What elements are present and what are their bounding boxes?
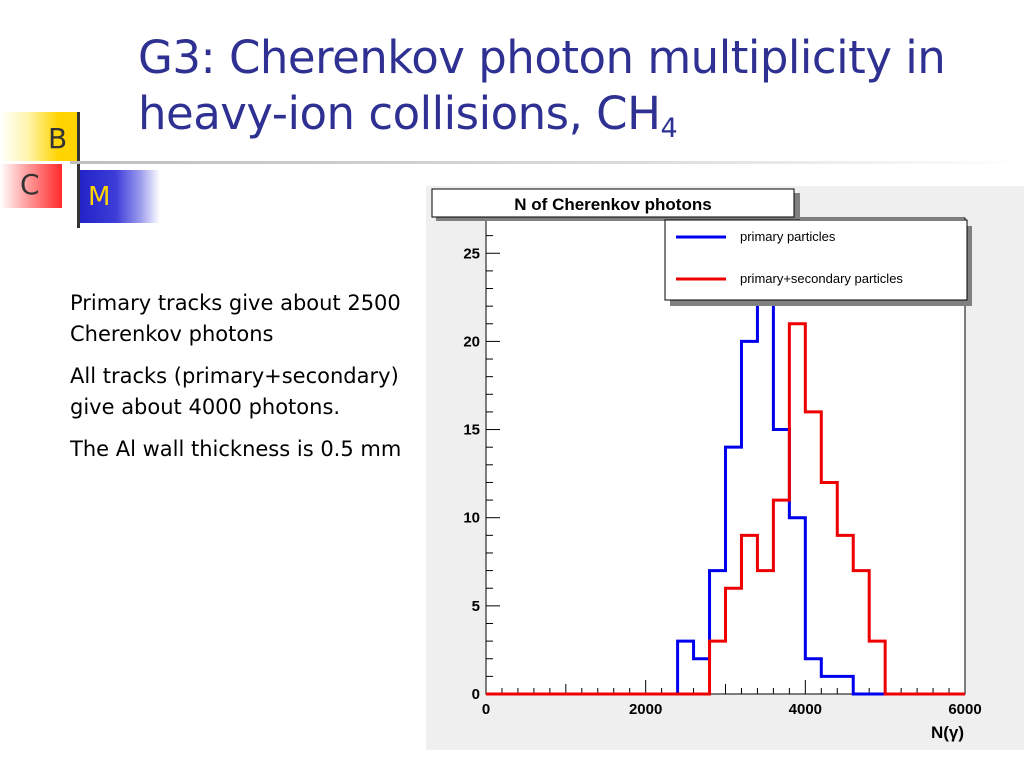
histogram-bin [694, 659, 710, 694]
axis-ticks: 0 2000 4000 6000 0 5 10 15 20 25 [463, 217, 982, 718]
histogram-chart: 0 2000 4000 6000 0 5 10 15 20 25 N of Cherenkov p… [426, 186, 1024, 750]
histogram-bin [741, 535, 757, 694]
histogram-bin [869, 641, 885, 694]
legend-label-primary: primary particles [740, 229, 836, 244]
x-tick-label: 0 [482, 701, 490, 718]
title-rule [70, 161, 1024, 164]
histogram-bin [837, 535, 853, 694]
histogram-bin [805, 412, 821, 694]
histogram-bin [773, 500, 789, 694]
series-line-secondary [486, 322, 965, 696]
x-tick-label: 4000 [789, 701, 822, 718]
logo-b-letter: B [48, 122, 68, 155]
logo-b-block: B [0, 112, 78, 161]
chart-title-box: N of Cherenkov photons [431, 188, 800, 221]
y-tick-label: 25 [463, 245, 480, 262]
histogram-bin [678, 641, 694, 694]
y-tick-label: 0 [472, 686, 480, 703]
x-tick-label: 6000 [948, 701, 981, 718]
histogram-bin [710, 641, 726, 694]
bullet-2: All tracks (primary+secondary) give abou… [70, 364, 399, 419]
slide-title-subscript: 4 [660, 113, 678, 144]
y-tick-label: 20 [463, 333, 480, 350]
histogram-bin [853, 571, 869, 694]
logo-divider [77, 112, 80, 228]
logo-c-block: C [0, 164, 62, 208]
slide-title-main: G3: Cherenkov photon multiplicity in hea… [138, 31, 946, 140]
slide-title: G3: Cherenkov photon multiplicity in hea… [138, 30, 1008, 157]
histogram-bin [789, 324, 805, 694]
histogram-bin [757, 571, 773, 694]
histogram-bin [821, 482, 837, 694]
bullet-1: Primary tracks give about 2500 Cherenkov… [70, 291, 401, 346]
chart-title: N of Cherenkov photons [514, 195, 711, 214]
logo-m-block: M [80, 170, 160, 223]
chart-legend: primary particles primary+secondary part… [664, 219, 972, 306]
logo-m-letter: M [88, 182, 111, 212]
y-tick-label: 10 [463, 510, 480, 527]
bullet-list: Primary tracks give about 2500 Cherenkov… [70, 288, 415, 476]
histogram-bin [726, 588, 742, 694]
x-axis-label: N(γ) [931, 723, 964, 742]
bullet-3: The Al wall thickness is 0.5 mm [70, 437, 402, 461]
y-tick-label: 5 [472, 598, 480, 615]
logo-c-letter: C [20, 168, 40, 201]
x-tick-label: 2000 [629, 701, 662, 718]
y-tick-label: 15 [463, 422, 480, 439]
legend-label-secondary: primary+secondary particles [740, 271, 903, 286]
